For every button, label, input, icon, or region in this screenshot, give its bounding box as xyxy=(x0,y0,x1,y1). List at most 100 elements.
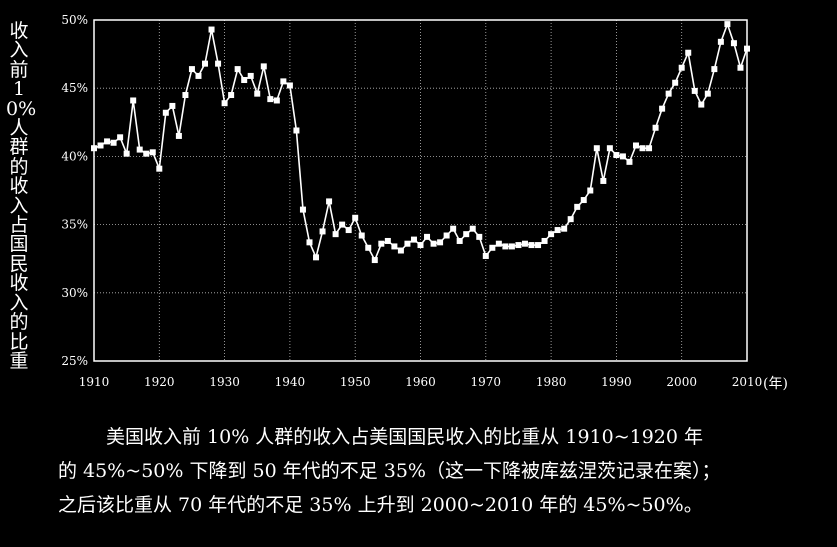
data-point xyxy=(600,177,607,184)
x-tick-label: 2010 xyxy=(732,375,763,389)
data-point xyxy=(665,90,672,97)
data-point xyxy=(208,26,215,33)
data-point xyxy=(424,233,431,240)
data-point xyxy=(632,142,639,149)
data-point xyxy=(613,152,620,159)
data-point xyxy=(221,100,228,107)
data-point xyxy=(535,242,542,249)
data-point xyxy=(260,63,267,70)
data-point xyxy=(123,150,130,157)
data-point xyxy=(339,221,346,228)
data-point xyxy=(685,49,692,56)
data-point xyxy=(247,72,254,79)
y-tick-label: 35% xyxy=(61,218,88,232)
data-point xyxy=(234,66,241,73)
data-point xyxy=(691,87,698,94)
data-point xyxy=(162,109,169,116)
data-point xyxy=(744,45,750,52)
data-point xyxy=(104,138,111,145)
data-point xyxy=(639,145,646,152)
data-point xyxy=(326,198,333,205)
data-point xyxy=(202,60,209,67)
data-point xyxy=(437,239,444,246)
data-point xyxy=(698,101,705,108)
data-point xyxy=(717,38,724,45)
data-point xyxy=(149,149,156,156)
data-point xyxy=(228,92,235,99)
series-markers xyxy=(91,21,750,264)
data-point xyxy=(130,97,137,104)
data-point xyxy=(156,165,163,172)
data-point xyxy=(587,187,594,194)
data-point xyxy=(646,145,653,152)
data-point xyxy=(417,242,424,249)
data-point xyxy=(306,239,313,246)
data-point xyxy=(626,158,633,165)
data-point xyxy=(313,254,320,261)
data-point xyxy=(482,252,489,259)
y-tick-label: 40% xyxy=(61,149,88,163)
data-point xyxy=(521,240,528,247)
data-point xyxy=(117,134,124,141)
data-point xyxy=(606,145,613,152)
x-tick-label: 1950 xyxy=(340,375,371,389)
data-point xyxy=(195,72,202,79)
data-point xyxy=(515,242,522,249)
data-point xyxy=(456,237,463,244)
plot-frame xyxy=(93,19,748,362)
data-point xyxy=(652,124,659,131)
data-point xyxy=(332,231,339,238)
data-point xyxy=(730,40,737,47)
x-tick-label: 1930 xyxy=(209,375,240,389)
gridlines xyxy=(94,20,747,361)
data-point xyxy=(280,78,287,85)
data-point xyxy=(254,90,261,97)
data-point xyxy=(430,240,437,247)
data-point xyxy=(580,197,587,204)
caption-line-3: 之后该比重从 70 年代的不足 35% 上升到 2000~2010 年的 45%… xyxy=(58,494,703,516)
data-point xyxy=(593,145,600,152)
data-point xyxy=(619,153,626,160)
data-point xyxy=(299,206,306,213)
data-point xyxy=(672,79,679,86)
data-point xyxy=(724,21,731,28)
data-point xyxy=(443,232,450,239)
y-tick-label: 50% xyxy=(61,13,88,27)
x-axis-unit: (年) xyxy=(763,376,788,392)
data-point xyxy=(110,139,117,146)
x-tick-label: 1940 xyxy=(275,375,306,389)
data-point xyxy=(241,77,248,84)
data-point xyxy=(97,142,104,149)
data-point xyxy=(659,105,666,112)
data-point xyxy=(548,231,555,238)
x-tick-label: 2000 xyxy=(666,375,697,389)
data-point xyxy=(215,60,222,67)
data-point xyxy=(495,240,502,247)
data-point xyxy=(476,233,483,240)
data-point xyxy=(293,127,300,134)
data-point xyxy=(528,242,535,249)
x-tick-label: 1920 xyxy=(144,375,175,389)
data-point xyxy=(286,82,293,89)
caption-line-1: 美国收入前 10% 人群的收入占美国国民收入的比重从 1910~1920 年 xyxy=(106,426,704,448)
data-point xyxy=(384,237,391,244)
data-point xyxy=(678,64,685,71)
data-point xyxy=(502,243,509,250)
x-tick-label: 1970 xyxy=(471,375,502,389)
data-point xyxy=(561,225,568,232)
data-point xyxy=(450,225,457,232)
x-tick-label: 1980 xyxy=(536,375,567,389)
data-point xyxy=(358,232,365,239)
data-point xyxy=(169,102,176,109)
data-point xyxy=(541,237,548,244)
data-point xyxy=(469,225,476,232)
data-point xyxy=(737,64,744,71)
data-point xyxy=(91,145,97,152)
data-point xyxy=(704,90,711,97)
data-point xyxy=(391,243,398,250)
data-point xyxy=(574,203,581,210)
data-point xyxy=(463,231,470,238)
data-point xyxy=(175,132,182,139)
data-point xyxy=(273,97,280,104)
x-tick-label: 1910 xyxy=(79,375,110,389)
